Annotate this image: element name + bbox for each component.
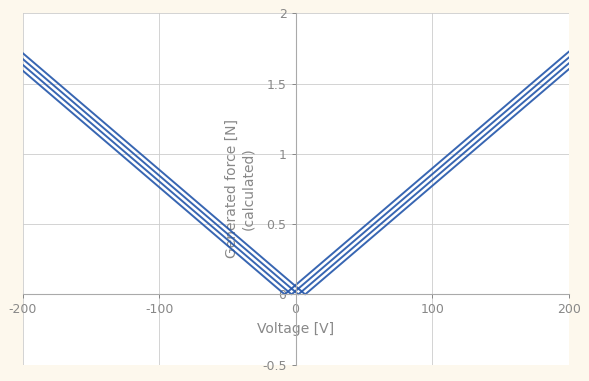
X-axis label: Voltage [V]: Voltage [V] xyxy=(257,322,334,336)
Y-axis label: Generated force [N]
(calculated): Generated force [N] (calculated) xyxy=(225,120,255,258)
